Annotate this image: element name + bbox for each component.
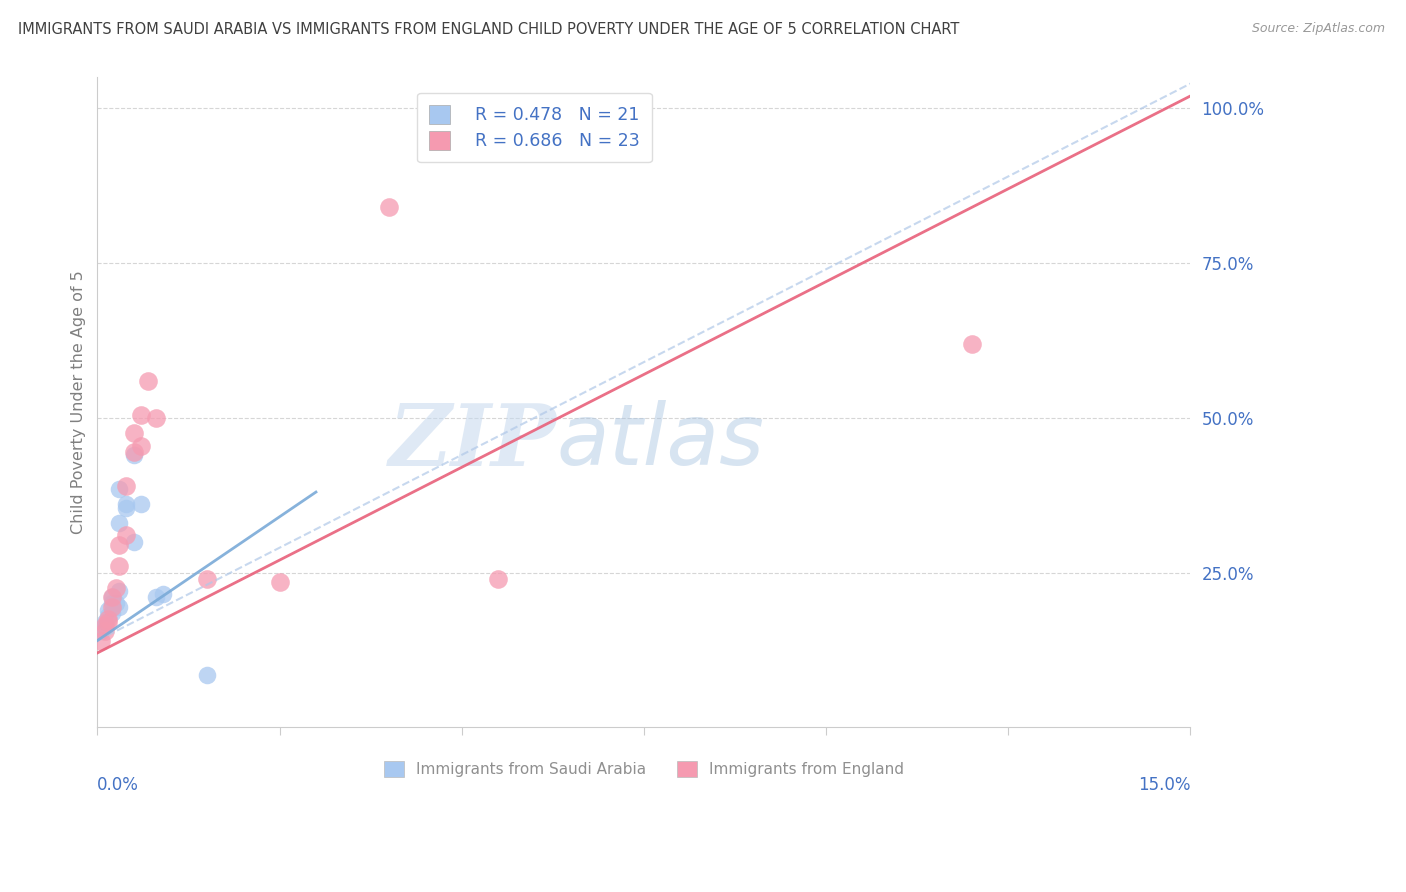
Point (101, 597, 124, 611)
Point (129, 439, 152, 453)
Point (129, 498, 152, 512)
Point (90, 624, 112, 639)
Point (108, 559, 131, 574)
Point (145, 591, 167, 605)
Point (91, 621, 114, 635)
Point (90, 633, 112, 648)
Text: 0.0%: 0.0% (97, 776, 139, 794)
Text: 15.0%: 15.0% (1137, 776, 1191, 794)
Point (195, 572, 218, 586)
Point (93, 618, 115, 632)
Point (104, 597, 127, 611)
Point (115, 498, 138, 512)
Point (115, 479, 138, 493)
Legend: Immigrants from Saudi Arabia, Immigrants from England: Immigrants from Saudi Arabia, Immigrants… (377, 753, 911, 785)
Point (108, 584, 131, 599)
Point (101, 591, 124, 605)
Point (108, 599, 131, 614)
Point (101, 591, 124, 605)
Point (122, 445, 145, 459)
Point (960, 336, 983, 351)
Point (138, 374, 160, 388)
Point (269, 574, 291, 589)
Point (108, 516, 131, 530)
Point (378, 201, 401, 215)
Point (108, 482, 131, 496)
Point (195, 667, 218, 681)
Point (115, 528, 138, 542)
Point (108, 538, 131, 552)
Text: atlas: atlas (557, 400, 765, 483)
Text: Source: ZipAtlas.com: Source: ZipAtlas.com (1251, 22, 1385, 36)
Point (145, 410, 167, 425)
Point (122, 426, 145, 441)
Point (97, 612, 120, 626)
Point (97, 602, 120, 616)
Point (129, 408, 152, 422)
Point (101, 599, 124, 614)
Point (122, 448, 145, 462)
Point (122, 534, 145, 549)
Point (101, 606, 124, 620)
Text: ZIP: ZIP (388, 400, 557, 483)
Point (97, 615, 120, 629)
Point (115, 500, 138, 515)
Point (104, 581, 127, 595)
Point (97, 608, 120, 623)
Point (93, 624, 115, 639)
Point (93, 615, 115, 629)
Text: IMMIGRANTS FROM SAUDI ARABIA VS IMMIGRANTS FROM ENGLAND CHILD POVERTY UNDER THE : IMMIGRANTS FROM SAUDI ARABIA VS IMMIGRAN… (18, 22, 960, 37)
Point (486, 572, 509, 586)
Y-axis label: Child Poverty Under the Age of 5: Child Poverty Under the Age of 5 (72, 270, 86, 534)
Point (152, 587, 174, 601)
